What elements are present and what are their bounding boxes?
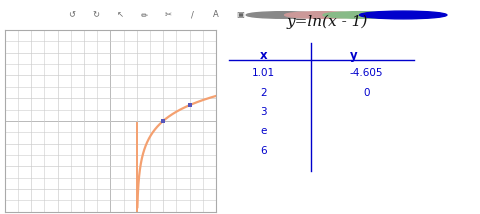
Text: -4.605: -4.605	[350, 68, 383, 79]
Text: x: x	[260, 49, 267, 62]
Ellipse shape	[285, 12, 359, 18]
Text: e: e	[260, 126, 267, 136]
Text: A: A	[213, 10, 219, 19]
Ellipse shape	[323, 12, 397, 18]
Text: ✂: ✂	[165, 10, 171, 19]
Text: y=ln(x - 1): y=ln(x - 1)	[286, 15, 368, 29]
Ellipse shape	[360, 11, 447, 19]
Text: /: /	[191, 10, 193, 19]
Text: 1.01: 1.01	[252, 68, 275, 79]
Text: ✏: ✏	[141, 10, 147, 19]
Text: 0: 0	[363, 88, 370, 98]
Text: 3: 3	[260, 107, 267, 117]
Text: 6: 6	[260, 146, 267, 156]
Text: 2: 2	[260, 88, 267, 98]
Text: ↻: ↻	[93, 10, 99, 19]
Text: ↺: ↺	[69, 10, 75, 19]
Text: ↖: ↖	[117, 10, 123, 19]
Ellipse shape	[246, 12, 320, 18]
Text: ▣: ▣	[236, 10, 244, 19]
Text: y: y	[349, 49, 357, 62]
